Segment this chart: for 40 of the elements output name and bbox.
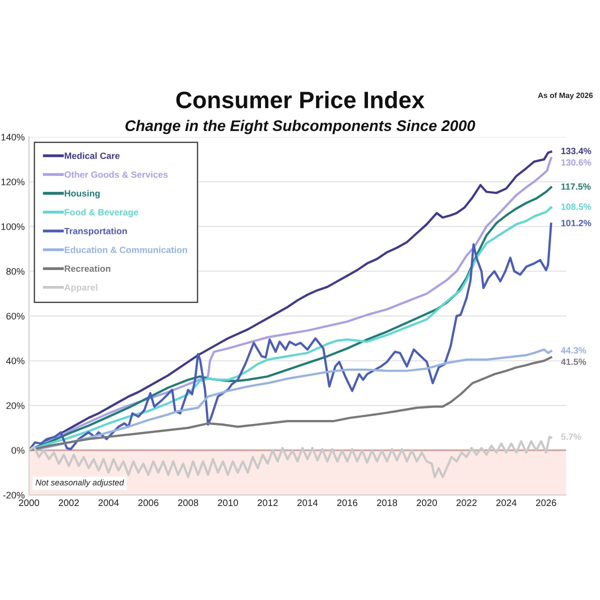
legend-label: Education & Communication [64,246,188,254]
y-tick-label: 0% [12,447,24,454]
chart-subtitle: Change in the Eight Subcomponents Since 2000 [125,120,476,134]
data-label: 108.5% [561,204,592,210]
data-label: 41.5% [560,358,586,366]
annotation: Not seasonally adjusted [36,479,124,488]
data-label: 130.6% [561,159,592,166]
data-label: 101.2% [561,220,592,226]
data-label: 133.4% [561,148,592,154]
y-tick-label: 120% [1,178,24,186]
data-label: 44.3% [560,347,586,354]
x-tick-label: 2012 [258,499,278,506]
legend-label: Medical Care [64,152,120,159]
x-tick-label: 2008 [178,499,198,506]
x-tick-label: 2010 [218,499,238,506]
legend-label: Housing [64,190,100,198]
x-tick-label: 2016 [337,499,358,506]
y-tick-label: 40% [6,358,24,364]
x-tick-label: 2014 [297,499,318,506]
x-tick-label: 2006 [138,499,158,506]
x-tick-label: 2020 [416,499,437,506]
legend-label: Recreation [64,265,110,272]
x-tick-label: 2022 [456,499,477,506]
legend-label: Food & Beverage [64,208,138,218]
x-tick-label: 2024 [496,499,517,506]
y-tick-label: 20% [6,402,24,410]
x-tick-label: 2002 [58,499,79,506]
y-tick-label: 100% [1,223,24,230]
legend-label: Transportation [64,228,127,236]
x-tick-label: 2026 [536,499,556,506]
data-label: 117.5% [561,183,591,190]
legend-label: Other Goods & Services [64,171,168,178]
chart-title: Consumer Price Index [176,90,424,108]
y-tick-label: -20% [3,492,24,499]
y-tick-label: 140% [1,134,24,141]
x-tick-label: 2018 [376,499,398,506]
y-tick-label: 80% [6,268,24,275]
x-tick-label: 2004 [98,499,119,506]
y-tick-label: 60% [6,312,24,320]
x-tick-label: 2000 [18,499,40,506]
